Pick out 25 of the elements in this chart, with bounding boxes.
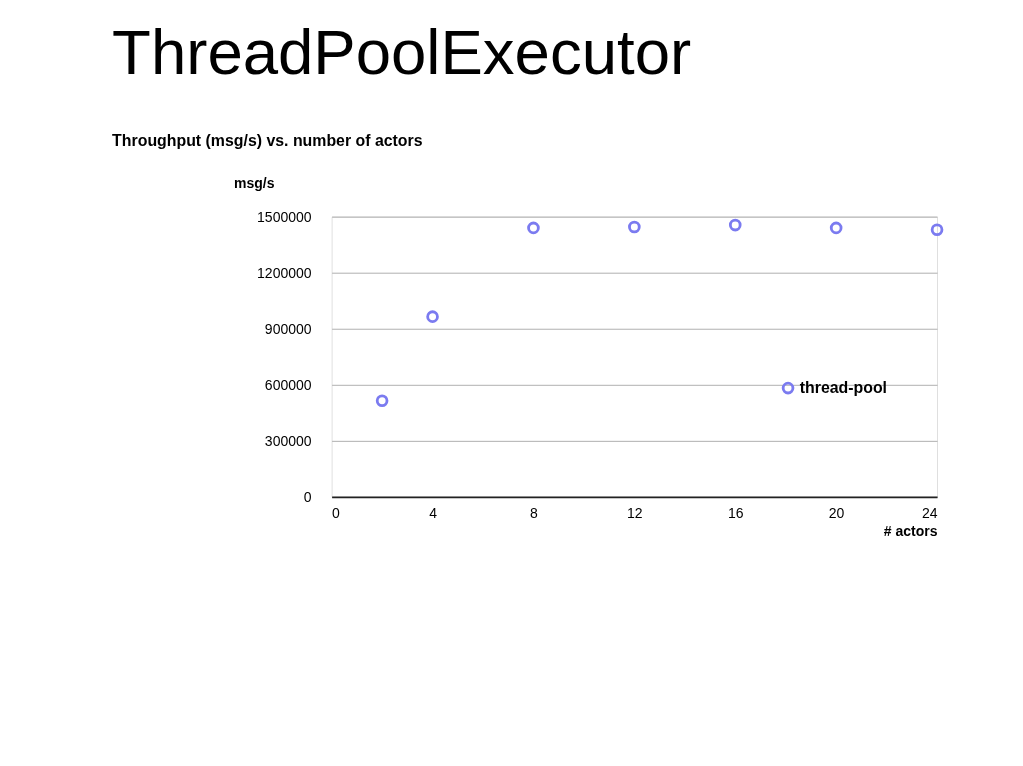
- x-axis-title: # actors: [883, 522, 938, 539]
- legend-label: thread-pool: [799, 378, 888, 396]
- point: [930, 223, 944, 237]
- chart-title: ThreadPoolExecutor: [112, 15, 692, 87]
- x-tick-label: 16: [727, 504, 744, 521]
- point: [728, 218, 742, 232]
- y-axis-title: msg/s: [234, 175, 275, 192]
- chart-subtitle: Throughput (msg/s) vs. number of actors: [112, 131, 423, 149]
- x-tick-label: 8: [530, 504, 539, 521]
- y-tick-label: 1200000: [257, 264, 312, 281]
- point: [426, 310, 439, 323]
- y-tick-label: 1500000: [257, 208, 312, 225]
- y-tick-label: 300000: [264, 433, 312, 450]
- y-tick-label: 900000: [264, 320, 312, 337]
- x-tick-label: 24: [921, 504, 938, 521]
- x-tick-label: 20: [828, 504, 845, 521]
- point: [375, 394, 389, 407]
- point: [628, 220, 641, 234]
- y-tick-label: 0: [303, 489, 312, 506]
- x-tick-label: 4: [429, 504, 438, 521]
- point: [829, 221, 843, 235]
- point: [527, 221, 540, 235]
- x-tick-label: 12: [627, 504, 643, 521]
- x-tick-label: 0: [332, 504, 341, 521]
- y-tick-label: 600000: [264, 376, 312, 393]
